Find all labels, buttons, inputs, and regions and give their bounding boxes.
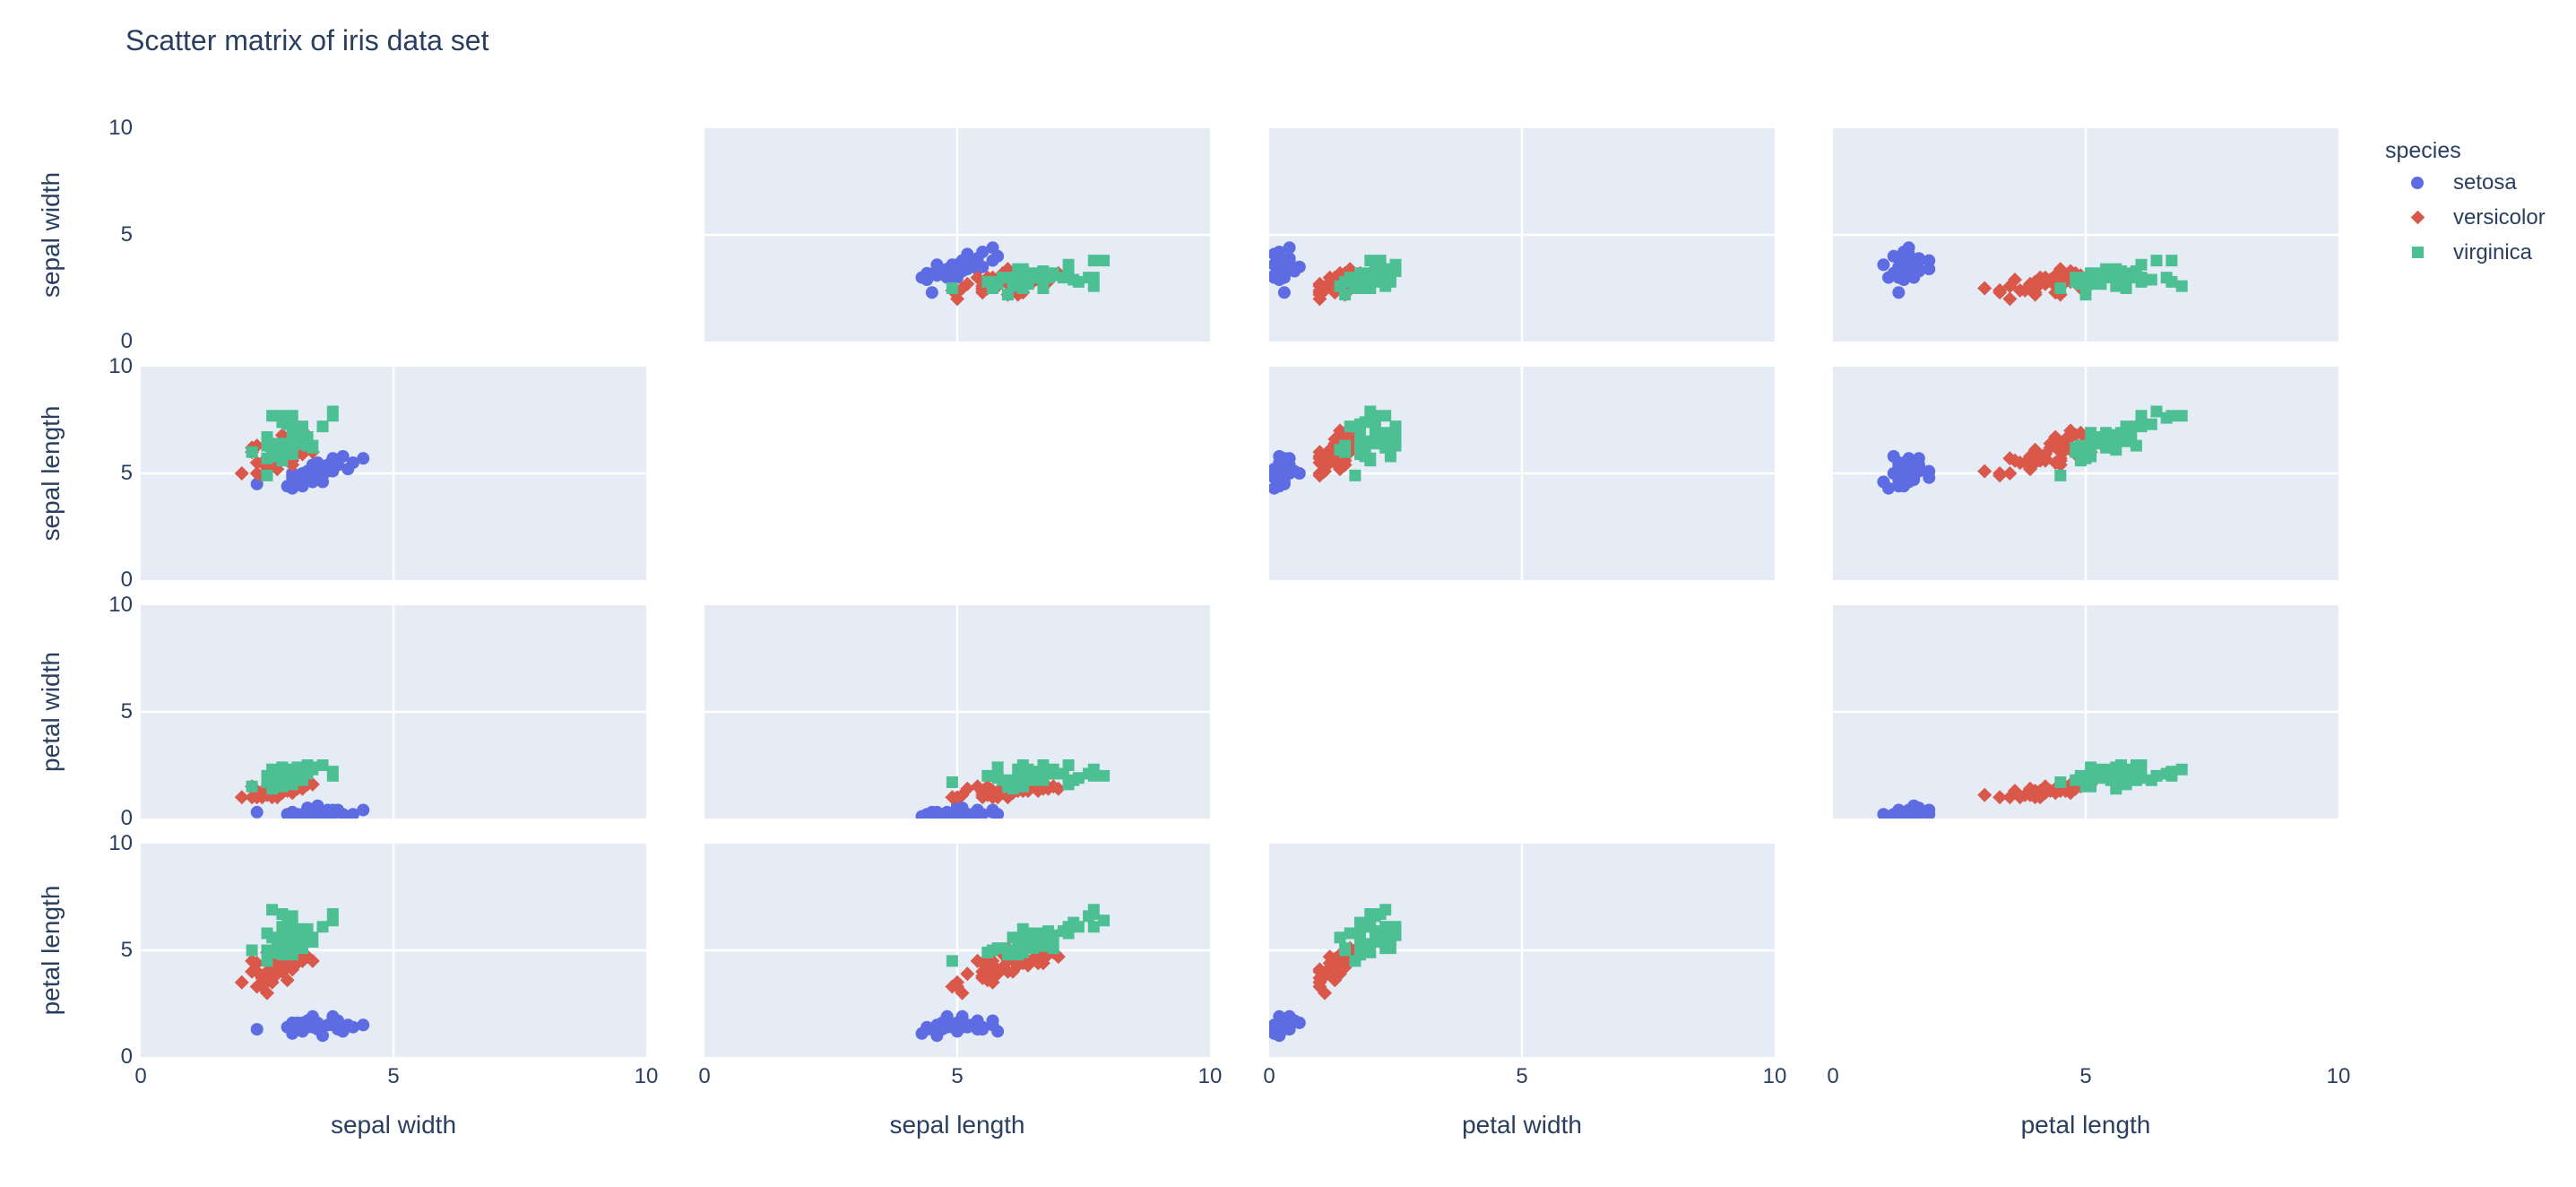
- x-tick-sepal_length-0: 0: [698, 1064, 711, 1088]
- panel-sepal_length-vs-petal_width[interactable]: [1269, 367, 1775, 580]
- versicolor-points: [234, 940, 320, 1001]
- chart-title: Scatter matrix of iris data set: [125, 24, 489, 56]
- panel-sepal_width-vs-petal_width[interactable]: [1269, 128, 1775, 342]
- y-tick-sepal_length-0: 0: [120, 568, 133, 592]
- versicolor-points: [1977, 773, 2098, 805]
- y-tick-petal_width-10: 10: [108, 593, 133, 617]
- x-axis-title-petal_length: petal length: [2020, 1111, 2151, 1139]
- setosa-points: [915, 799, 1005, 819]
- versicolor-diamond-icon: [2410, 210, 2425, 225]
- versicolor-points: [945, 262, 1066, 307]
- panel-petal_length-vs-petal_width[interactable]: [1269, 844, 1775, 1057]
- virginica-points: [246, 759, 339, 795]
- x-axis-title-sepal_width: sepal width: [330, 1111, 457, 1139]
- setosa-points: [1877, 450, 1936, 495]
- y-axis-title-sepal_width: sepal width: [37, 171, 65, 299]
- x-tick-petal_width-5: 5: [1516, 1064, 1528, 1088]
- versicolor-points: [1977, 423, 2098, 483]
- setosa-points: [1877, 241, 1936, 299]
- setosa-points: [250, 1009, 370, 1043]
- legend: species setosa versicolor virginica: [2385, 136, 2546, 270]
- legend-item-virginica[interactable]: virginica: [2385, 235, 2546, 270]
- legend-label-versicolor: versicolor: [2453, 204, 2546, 230]
- y-tick-sepal_length-10: 10: [108, 354, 133, 378]
- virginica-points: [946, 904, 1111, 967]
- x-tick-sepal_width-0: 0: [134, 1064, 147, 1088]
- y-tick-petal_length-5: 5: [120, 938, 133, 962]
- setosa-points: [1269, 1009, 1306, 1043]
- y-tick-sepal_width-0: 0: [120, 329, 133, 353]
- y-axis-title-petal_width: petal width: [37, 652, 65, 772]
- virginica-points: [1334, 405, 1402, 481]
- x-tick-petal_length-10: 10: [2326, 1064, 2351, 1088]
- y-axis-title-petal_length: petal length: [37, 885, 65, 1016]
- panel-petal_width-vs-sepal_width[interactable]: [141, 605, 646, 819]
- x-tick-sepal_length-10: 10: [1197, 1064, 1223, 1088]
- x-tick-sepal_length-5: 5: [951, 1064, 964, 1088]
- virginica-points: [1334, 904, 1402, 967]
- y-tick-petal_length-0: 0: [120, 1044, 133, 1069]
- virginica-points: [2054, 759, 2188, 795]
- virginica-points: [2054, 255, 2188, 301]
- x-axis-title-sepal_length: sepal length: [889, 1111, 1025, 1139]
- legend-label-setosa: setosa: [2453, 169, 2517, 195]
- legend-item-setosa[interactable]: setosa: [2385, 165, 2546, 200]
- legend-label-virginica: virginica: [2453, 239, 2533, 264]
- panel-sepal_length-vs-petal_length[interactable]: [1833, 367, 2338, 580]
- x-tick-sepal_width-10: 10: [634, 1064, 659, 1088]
- virginica-points: [946, 759, 1111, 795]
- panel-petal_width-vs-petal_length[interactable]: [1833, 605, 2338, 819]
- panel-sepal_width-vs-petal_length[interactable]: [1833, 128, 2338, 342]
- y-tick-petal_width-0: 0: [120, 806, 133, 830]
- virginica-square-icon: [2411, 247, 2424, 259]
- panel-sepal_length-vs-sepal_width[interactable]: [141, 367, 646, 580]
- x-tick-petal_width-10: 10: [1762, 1064, 1787, 1088]
- setosa-points: [1269, 241, 1306, 299]
- x-tick-petal_length-0: 0: [1827, 1064, 1839, 1088]
- setosa-circle-icon: [2411, 176, 2424, 189]
- legend-item-versicolor[interactable]: versicolor: [2385, 200, 2546, 235]
- setosa-points: [1269, 450, 1306, 495]
- x-axis-title-petal_width: petal width: [1462, 1111, 1582, 1139]
- panel-petal_length-vs-sepal_length[interactable]: [705, 844, 1210, 1057]
- y-tick-petal_length-10: 10: [108, 831, 133, 855]
- virginica-points: [1334, 255, 1402, 301]
- virginica-points: [946, 255, 1111, 301]
- setosa-points: [915, 1009, 1005, 1043]
- panel-sepal_width-vs-sepal_length[interactable]: [705, 128, 1210, 342]
- legend-title: species: [2385, 138, 2461, 163]
- panel-petal_length-vs-sepal_width[interactable]: [141, 844, 646, 1057]
- setosa-points: [250, 450, 370, 495]
- versicolor-points: [1977, 262, 2098, 307]
- y-tick-sepal_length-5: 5: [120, 461, 133, 485]
- y-tick-petal_width-5: 5: [120, 699, 133, 723]
- x-tick-petal_width-0: 0: [1263, 1064, 1275, 1088]
- virginica-points: [246, 904, 339, 967]
- setosa-points: [915, 241, 1005, 299]
- virginica-points: [2054, 405, 2188, 481]
- y-tick-sepal_width-5: 5: [120, 222, 133, 247]
- y-tick-sepal_width-10: 10: [108, 116, 133, 140]
- setosa-points: [1877, 799, 1936, 819]
- x-tick-sepal_width-5: 5: [387, 1064, 400, 1088]
- x-tick-petal_length-5: 5: [2079, 1064, 2092, 1088]
- versicolor-points: [945, 940, 1066, 1001]
- setosa-points: [250, 799, 370, 819]
- y-axis-title-sepal_length: sepal length: [37, 405, 65, 542]
- panel-petal_width-vs-sepal_length[interactable]: [705, 605, 1210, 819]
- virginica-points: [246, 405, 339, 481]
